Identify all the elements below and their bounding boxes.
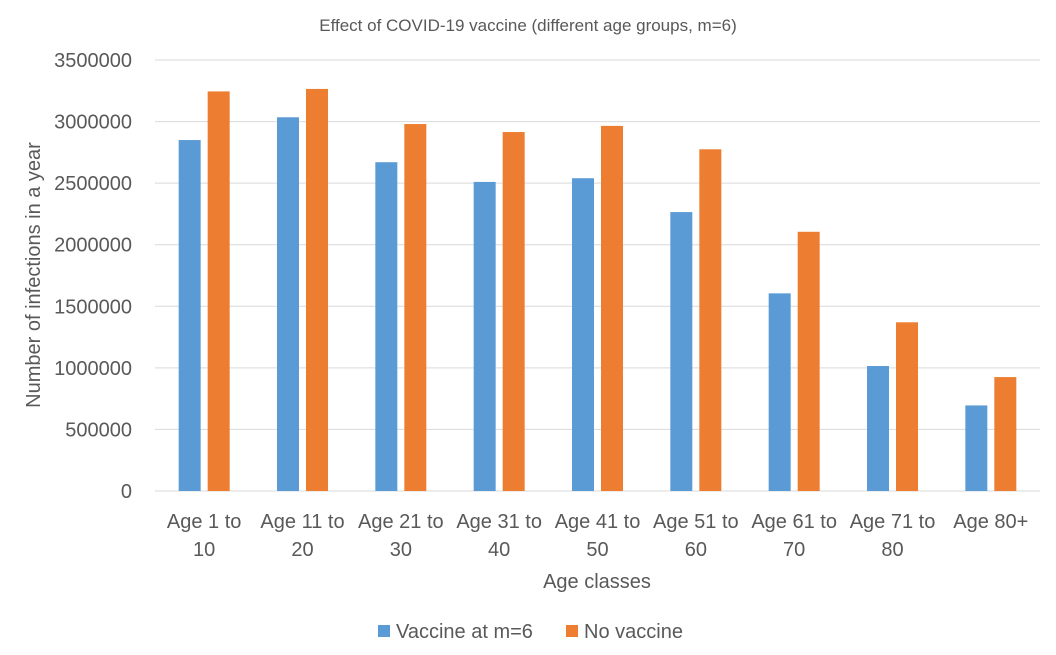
bar-vaccine [670,212,693,491]
legend-swatch [378,625,390,637]
bar-vaccine [965,405,988,491]
y-tick-label: 3500000 [54,50,132,72]
bar-no-vaccine [994,377,1017,491]
x-tick-label: 80 [881,539,903,561]
legend: Vaccine at m=6 No vaccine [378,621,683,643]
legend-swatch [566,625,578,637]
bar-no-vaccine [207,91,230,491]
x-tick-label: Age 51 to [653,511,739,533]
x-tick-label: Age 61 to [751,511,837,533]
bar-vaccine [178,140,201,492]
bar-vaccine [867,366,889,491]
bar-no-vaccine [404,124,427,491]
x-tick-label: 60 [685,539,707,561]
bars [178,88,1017,492]
y-tick-label: 1500000 [54,296,132,318]
y-tick-label: 2500000 [54,173,132,195]
bar-vaccine [572,178,594,491]
x-tick-label: 20 [291,539,313,561]
x-tick-label: 30 [390,539,412,561]
bar-no-vaccine [896,322,918,491]
bar-no-vaccine [699,149,722,491]
y-tick-label: 2000000 [54,235,132,257]
x-axis-title: Age classes [543,571,651,593]
gridlines [155,59,1040,492]
x-tick-label: Age 11 to [260,511,344,533]
bar-no-vaccine [306,88,328,491]
x-tick-label: Age 21 to [358,511,444,533]
x-tick-label: Age 80+ [953,511,1028,533]
x-tick-label: 40 [488,539,510,561]
y-axis-ticks: 0 500000 1000000 1500000 2000000 2500000 30000… [54,50,132,503]
y-tick-label: 1000000 [54,358,132,380]
y-axis-title: Number of infections in a year [23,142,45,408]
x-tick-label: Age 71 to [850,511,936,533]
bar-vaccine [768,293,791,491]
bar-vaccine [473,181,496,491]
y-tick-label: 3000000 [54,112,132,134]
x-tick-label: 70 [783,539,805,561]
legend-label: No vaccine [584,621,683,643]
bar-no-vaccine [601,125,623,491]
bar-no-vaccine [797,231,820,491]
x-tick-label: Age 41 to [555,511,641,533]
x-tick-label: Age 31 to [456,511,542,533]
x-axis-ticks: Age 1 to 10 Age 11 to 20 Age 21 to 30 Age 31 t… [167,511,1028,561]
chart-title: Effect of COVID-19 vaccine (different ag… [319,16,737,35]
bar-no-vaccine [502,132,525,491]
x-tick-label: 10 [193,539,215,561]
bar-vaccine [277,117,299,492]
y-tick-label: 500000 [65,419,132,441]
x-tick-label: Age 1 to [167,511,242,533]
bar-vaccine [375,162,398,492]
x-tick-label: 50 [586,539,608,561]
legend-label: Vaccine at m=6 [396,621,533,643]
y-tick-label: 0 [121,481,132,503]
